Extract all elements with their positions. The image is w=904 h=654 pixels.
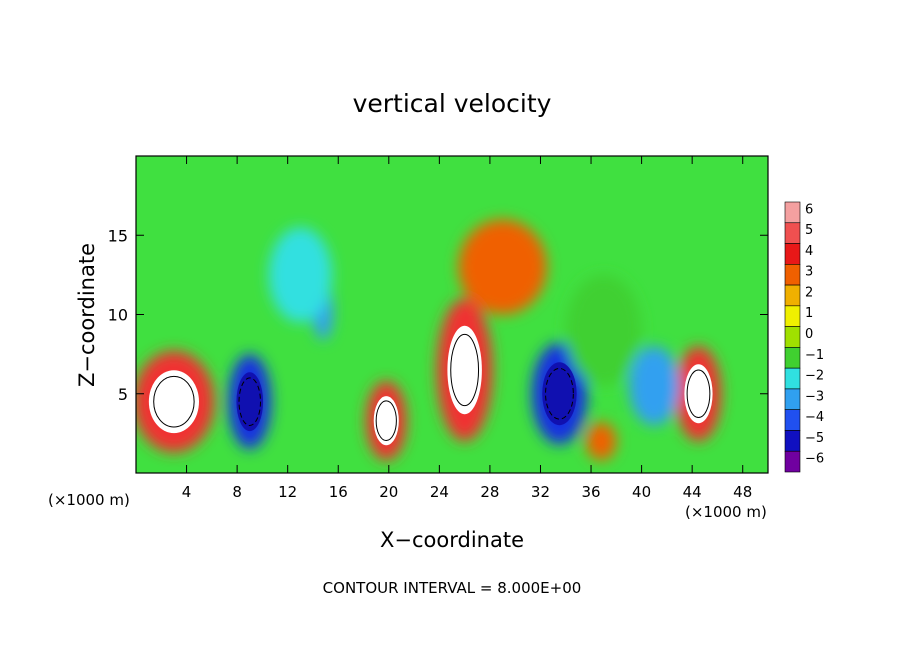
field-feature-core	[373, 396, 399, 446]
colorbar-label: 2	[805, 285, 813, 300]
colorbar-swatch	[784, 347, 801, 369]
x-axis: 4 8 12 16 20 24 28 32 36 40 44 48	[182, 156, 752, 501]
colorbar-swatch	[784, 367, 801, 390]
field-feature-core	[542, 362, 577, 426]
colorbar-label: 3	[805, 265, 813, 280]
colorbar-label: −4	[805, 410, 824, 425]
field-feature	[628, 346, 680, 426]
y-axis: 5 10 15	[108, 226, 768, 404]
colorbar-label: −5	[805, 431, 824, 446]
field-feature	[585, 422, 617, 461]
colorbar-label: −2	[805, 369, 824, 384]
field-feature	[565, 274, 642, 386]
colorbar-swatch	[784, 284, 801, 307]
field-feature-core	[447, 325, 482, 415]
contour-line	[238, 377, 262, 426]
chart-title: vertical velocity	[353, 89, 552, 118]
contour-line	[153, 375, 195, 428]
colorbar-label: −1	[805, 348, 824, 363]
colorbar-label: 6	[805, 202, 813, 217]
colorbar-label: 4	[805, 244, 813, 259]
field-feature	[458, 219, 547, 315]
x-tick-label: 48	[733, 483, 752, 501]
y-tick-label: 15	[108, 226, 128, 245]
contour-line	[545, 367, 574, 420]
colorbar-swatch	[784, 430, 801, 452]
colorbar: 6 5 4 3 2 1 0 −1 −2 −3 −4 −5 −6	[784, 201, 824, 473]
colorbar-swatch	[784, 243, 801, 265]
field-cores	[148, 325, 713, 446]
colorbar-swatch	[784, 264, 801, 286]
x-tick-label: 32	[531, 483, 550, 501]
field-feature-core	[236, 372, 264, 432]
contour-interval-note: CONTOUR INTERVAL = 8.000E+00	[323, 579, 582, 597]
plot-area	[136, 156, 768, 473]
x-tick-label: 8	[232, 483, 242, 501]
x-tick-label: 36	[581, 483, 600, 501]
colorbar-label: −3	[805, 389, 824, 404]
colorbar-swatch	[784, 409, 801, 431]
colorbar-label: −6	[805, 452, 824, 467]
x-axis-label: X−coordinate	[380, 528, 524, 552]
x-tick-label: 12	[278, 483, 297, 501]
x-tick-label: 4	[182, 483, 192, 501]
x-tick-label: 44	[683, 483, 702, 501]
x-unit-left: (×1000 m)	[48, 491, 130, 509]
colorbar-swatch	[784, 201, 801, 224]
x-tick-label: 20	[379, 483, 398, 501]
colorbar-swatch	[784, 450, 801, 473]
y-axis-label: Z−coordinate	[75, 243, 99, 387]
contour-line	[686, 369, 711, 419]
colorbar-swatch	[784, 222, 801, 244]
field-features	[136, 219, 722, 461]
colorbar-swatch	[784, 305, 801, 327]
x-tick-label: 28	[480, 483, 499, 501]
y-tick-label: 10	[108, 306, 128, 325]
x-tick-label: 40	[632, 483, 651, 501]
y-tick-label: 5	[118, 385, 128, 404]
x-unit-right: (×1000 m)	[685, 503, 767, 521]
field-feature-core	[148, 370, 199, 434]
colorbar-swatch	[784, 326, 801, 348]
contour-line	[450, 333, 480, 407]
x-tick-label: 16	[329, 483, 348, 501]
field-feature	[268, 227, 332, 323]
field-feature-core	[684, 364, 713, 424]
colorbar-label: 1	[805, 306, 813, 321]
x-tick-label: 24	[430, 483, 449, 501]
colorbar-label: 5	[805, 223, 813, 238]
contour-line	[375, 400, 397, 442]
colorbar-swatch	[784, 388, 801, 410]
colorbar-label: 0	[805, 327, 813, 342]
